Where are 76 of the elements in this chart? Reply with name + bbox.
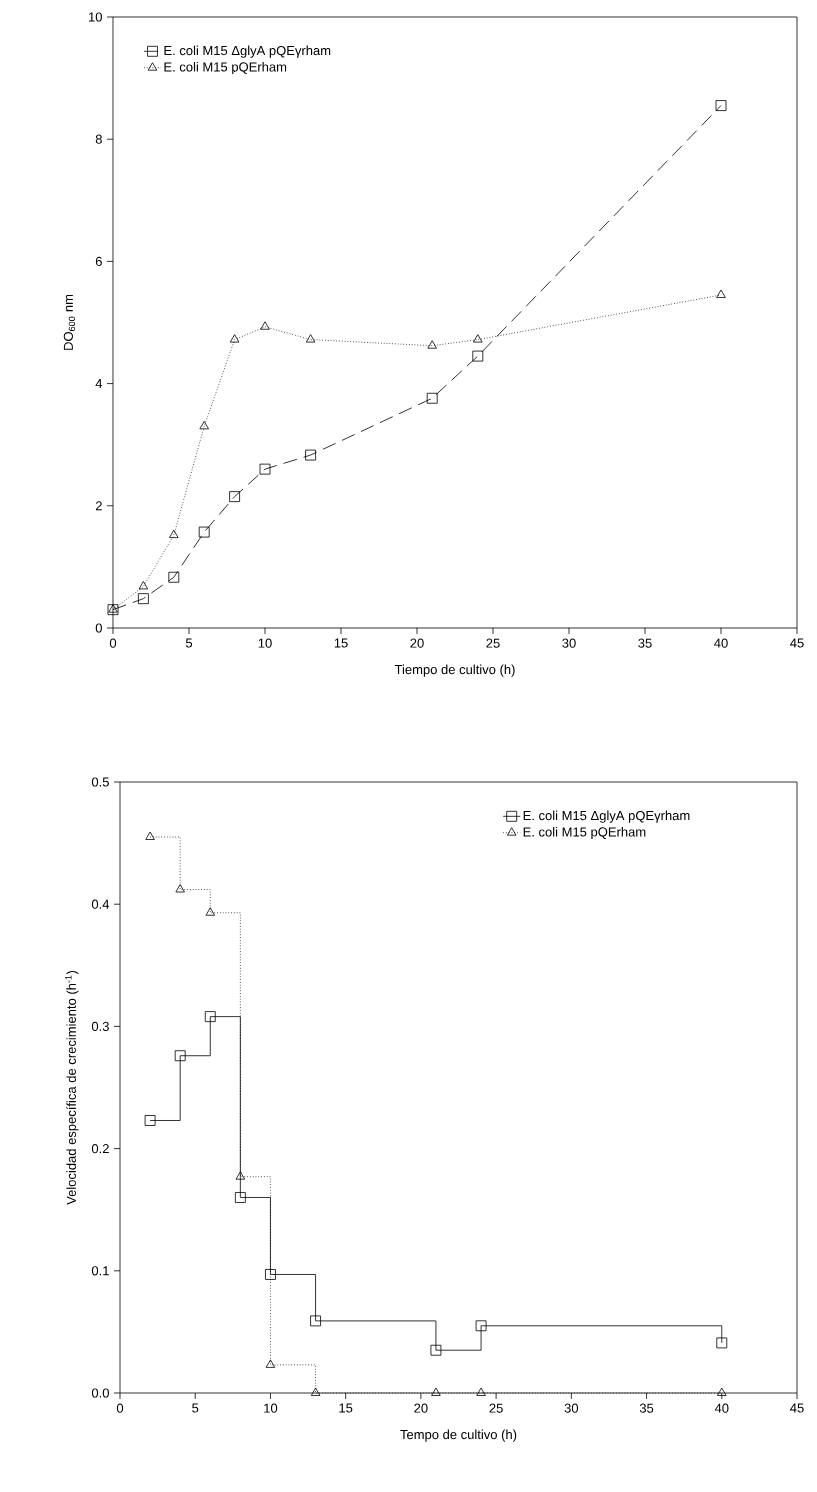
point (715, 100, 727, 111)
x-tick-label: 45 (790, 638, 804, 648)
point (717, 1387, 727, 1396)
y-tick-label: 6 (95, 256, 102, 266)
x-tick-label: 35 (639, 1403, 654, 1413)
point (265, 1269, 276, 1280)
y-tick-label: 10 (89, 12, 102, 22)
y-tick-label: 4 (95, 379, 103, 389)
point (138, 581, 149, 590)
point (259, 463, 271, 475)
y-tick-label: 0.5 (91, 777, 109, 787)
x-tick-label: 40 (714, 1403, 729, 1413)
x-tick-label: 25 (489, 1403, 503, 1413)
x-tick-label: 20 (410, 638, 424, 648)
x-tick-label: 10 (258, 638, 272, 648)
y-tick-label: 0.4 (91, 899, 110, 909)
legend-label: E. coli M15 pQErham (523, 826, 646, 840)
point (199, 420, 209, 430)
point (204, 1011, 216, 1023)
x-tick-label: 20 (414, 1403, 428, 1413)
point (310, 1387, 321, 1396)
x-tick-label: 30 (564, 1403, 579, 1413)
point (431, 1387, 441, 1396)
y-tick-label: 8 (95, 134, 102, 144)
point (169, 529, 179, 539)
point (234, 1192, 246, 1203)
y-axis-title: DO$_{600}$ nm (63, 294, 76, 350)
point (144, 1115, 156, 1126)
point (260, 321, 270, 330)
y-tick-label: 0.0 (91, 1388, 109, 1398)
x-tick-label: 30 (562, 638, 576, 648)
legend-label: E. coli M15 ΔglyA pQEγrham (164, 45, 331, 58)
point (229, 334, 240, 343)
x-tick-label: 10 (264, 1403, 278, 1413)
y-tick-label: 0.1 (91, 1266, 109, 1276)
point (235, 1171, 246, 1180)
x-tick-label: 40 (714, 638, 728, 648)
legend-label: E. coli M15 ΔglyA pQEγrham (523, 810, 690, 823)
x-axis-title: Tiempo de cultivo (h) (394, 664, 515, 677)
y-axis-title: Velocidad específica de crecimiento (h$^{-1}$) (65, 970, 79, 1205)
y-tick-label: 2 (95, 501, 102, 511)
point (472, 350, 484, 362)
point (475, 1320, 487, 1332)
y-tick-label: 0.3 (91, 1021, 109, 1031)
legend-label: E. coli M15 pQErham (164, 61, 287, 75)
point (145, 831, 155, 840)
point (716, 1337, 728, 1349)
point (305, 449, 316, 461)
point (473, 334, 483, 343)
point (175, 884, 185, 893)
x-tick-label: 15 (334, 638, 348, 648)
x-tick-label: 5 (185, 638, 193, 648)
x-tick-label: 0 (116, 1403, 124, 1413)
x-tick-label: 35 (638, 638, 652, 648)
point (229, 491, 240, 503)
point (205, 907, 215, 916)
x-tick-label: 5 (192, 1403, 199, 1413)
point (138, 593, 149, 605)
point (174, 1050, 186, 1062)
x-tick-label: 45 (790, 1403, 804, 1413)
point (305, 334, 316, 343)
y-tick-label: 0 (95, 623, 102, 633)
y-tick-label: 0.2 (91, 1143, 109, 1154)
point (168, 571, 180, 583)
point (198, 526, 210, 538)
x-tick-label: 25 (486, 638, 500, 648)
point (310, 1315, 321, 1327)
point (476, 1387, 486, 1396)
point (265, 1359, 276, 1368)
x-tick-label: 15 (339, 1403, 353, 1413)
point (716, 289, 726, 298)
point (430, 1344, 442, 1356)
point (427, 340, 437, 349)
point (426, 392, 438, 404)
x-tick-label: 0 (109, 638, 117, 648)
x-axis-title: Tempo de cultivo (h) (400, 1429, 517, 1442)
